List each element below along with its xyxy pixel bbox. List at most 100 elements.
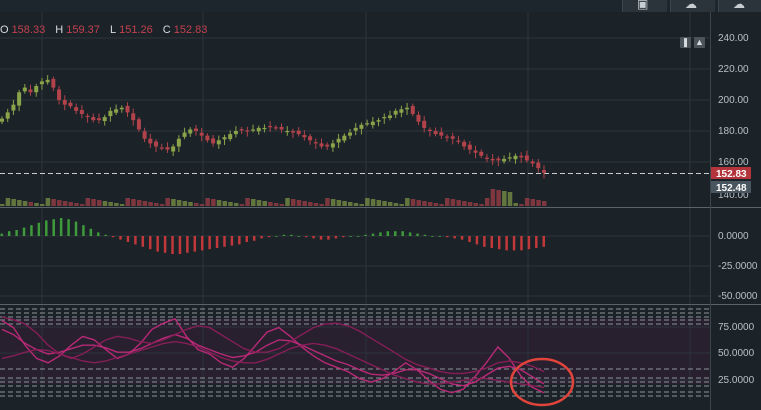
volume-bar [462, 201, 467, 206]
price-tick-180: 180.00 [718, 126, 749, 137]
pane-maximize-button[interactable]: ▲ [694, 37, 705, 48]
candle-body [159, 147, 164, 149]
candle-body [308, 136, 313, 141]
macd-bar [497, 236, 501, 250]
candle-body [131, 113, 136, 121]
candle-body [188, 129, 193, 134]
candle-body [325, 144, 330, 147]
price-tick-140-partial: 140.00 [718, 190, 749, 201]
volume-bar [188, 202, 193, 206]
low-value: 151.26 [119, 24, 153, 36]
volume-bar [542, 201, 547, 206]
macd-bar [59, 218, 63, 236]
macd-bar [141, 236, 145, 247]
cloud-upload-button[interactable]: ☁ [718, 0, 761, 12]
volume-bar [228, 202, 233, 206]
macd-bar [275, 236, 278, 237]
volume-bar [359, 204, 364, 206]
macd-bar [394, 231, 397, 236]
volume-bar [79, 204, 85, 206]
pane-collapse-button[interactable]: ❚ [680, 37, 691, 48]
candle-body [387, 115, 392, 118]
osc-tick-50: 50.0000 [718, 348, 755, 359]
macd-bar [148, 236, 152, 250]
volume-bar [11, 199, 16, 206]
volume-bar [68, 202, 73, 206]
arrow-up-icon: ▲ [695, 37, 704, 47]
volume-bar [348, 202, 353, 206]
macd-bar [215, 236, 219, 248]
volume-bar [524, 198, 530, 206]
horizontal-gridlines [0, 37, 710, 381]
volume-bar [325, 198, 330, 206]
volume-bar [91, 199, 96, 206]
macd-bar [416, 233, 419, 236]
macd-bar [67, 219, 70, 236]
candle-body [433, 131, 438, 135]
volume-bar [513, 203, 518, 206]
candle-body [205, 135, 210, 141]
volume-bar [193, 203, 199, 206]
candlestick-series[interactable] [0, 75, 546, 179]
candle-body [296, 130, 301, 135]
macd-bar [453, 236, 456, 239]
macd-histogram[interactable] [0, 218, 546, 254]
macd-bar [134, 236, 137, 245]
candle-body [233, 131, 238, 135]
volume-bar [319, 204, 324, 206]
macd-bar [371, 233, 375, 236]
candle-body [496, 158, 501, 161]
candle-body [342, 135, 347, 141]
volume-bar [342, 201, 347, 206]
macd-bar [186, 236, 189, 253]
price-tick-240: 240.00 [718, 33, 749, 44]
candle-body [348, 132, 353, 136]
macd-bar [89, 228, 93, 236]
volume-bar [34, 203, 39, 206]
volume-bar [285, 198, 290, 206]
volume-bar [456, 200, 461, 206]
candle-body [136, 119, 141, 130]
last-price-tag: 152.83 [711, 167, 751, 180]
candle-body [17, 92, 22, 106]
macd-bar [535, 236, 538, 248]
volume-bar [222, 201, 228, 206]
volume-bar [279, 204, 285, 206]
candle-body [0, 118, 4, 122]
macd-bar [356, 236, 360, 237]
volume-bar [479, 204, 484, 206]
candle-body [330, 143, 335, 148]
candle-body [216, 140, 221, 145]
oscillator-lines[interactable] [1, 316, 545, 394]
volume-bar [62, 201, 68, 206]
macd-bar [319, 236, 323, 240]
high-key: H [55, 24, 64, 36]
candle-body [11, 104, 16, 111]
price-tick-200: 200.00 [718, 95, 749, 106]
macd-bar [475, 236, 479, 245]
candle-body [365, 123, 370, 125]
candle-body [462, 141, 467, 147]
open-value: 158.33 [11, 24, 46, 36]
snapshot-button[interactable]: ▣ [622, 0, 667, 12]
candle-body [62, 100, 67, 105]
volume-bar [51, 199, 56, 206]
candle-body [456, 140, 461, 142]
volume-bar [376, 200, 382, 206]
oscillator-axis-labels: 75.0000 50.0000 25.0000 [718, 322, 755, 386]
cloud-download-button[interactable]: ☁ [670, 0, 715, 12]
ma-price-tag: 152.48 [711, 181, 751, 194]
candle-body [524, 155, 529, 161]
macd-bar [349, 236, 352, 237]
candle-body [182, 132, 187, 137]
volume-bar [296, 200, 302, 206]
candle-body [119, 107, 124, 110]
volume-bar [268, 202, 273, 206]
osc-tick-75: 75.0000 [718, 322, 755, 333]
candle-body [245, 130, 250, 132]
volume-bar [199, 204, 205, 206]
candle-body [399, 109, 404, 113]
volume-bar [519, 204, 524, 206]
macd-bar [126, 236, 130, 242]
